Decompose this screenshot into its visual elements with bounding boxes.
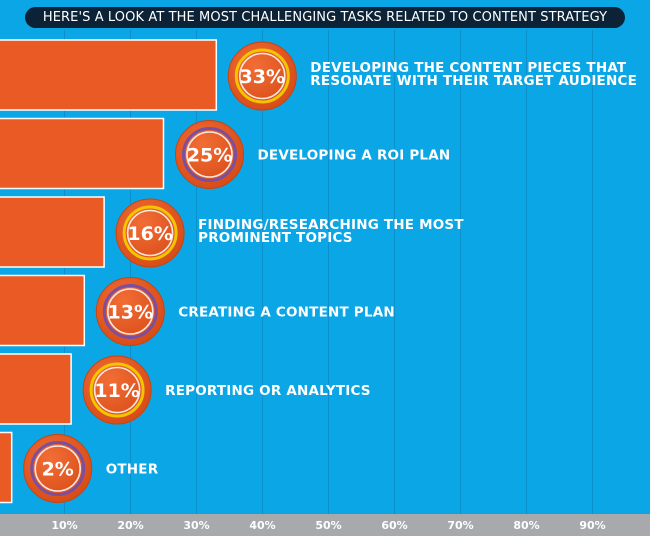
value-badge-ring bbox=[102, 284, 158, 339]
x-tick-label: 50% bbox=[315, 519, 341, 532]
category-label: CREATING A CONTENT PLAN bbox=[178, 305, 395, 321]
category-label: PROMINENT TOPICS bbox=[198, 230, 353, 246]
value-badge-inner-ring bbox=[186, 131, 233, 178]
category-label: DEVELOPING THE CONTENT PIECES THAT bbox=[310, 60, 627, 76]
value-badge bbox=[175, 120, 244, 189]
x-tick-label: 10% bbox=[51, 519, 77, 532]
bar bbox=[0, 196, 105, 268]
value-label: 13% bbox=[108, 302, 153, 324]
category-label: RESONATE WITH THEIR TARGET AUDIENCE bbox=[310, 73, 637, 89]
value-badge-ring bbox=[234, 48, 290, 104]
value-label: 16% bbox=[127, 223, 172, 245]
value-badge-inner-ring bbox=[34, 445, 82, 492]
value-label: 33% bbox=[240, 66, 285, 88]
x-tick-label: 40% bbox=[249, 519, 275, 532]
category-label: DEVELOPING A ROI PLAN bbox=[258, 148, 451, 164]
value-label: 2% bbox=[42, 459, 74, 481]
x-axis: 10% 20% 30% 40% 50% 60% 70% 80% 90% bbox=[0, 514, 650, 536]
x-tick-label: 60% bbox=[381, 519, 407, 532]
x-tick-label: 80% bbox=[513, 519, 539, 532]
bar bbox=[0, 431, 13, 504]
category-label: REPORTING OR ANALYTICS bbox=[165, 383, 371, 399]
value-badge bbox=[82, 355, 152, 425]
value-badge-inner-ring bbox=[238, 52, 286, 100]
category-label: OTHER bbox=[106, 462, 159, 478]
value-label: 11% bbox=[94, 380, 139, 402]
x-tick-label: 90% bbox=[579, 519, 605, 532]
bars: 33% DEVELOPING THE CONTENT PIECES THATRES… bbox=[0, 39, 637, 504]
value-badge bbox=[227, 41, 297, 111]
chart-title: HERE'S A LOOK AT THE MOST CHALLENGING TA… bbox=[25, 7, 625, 28]
value-badge-ring bbox=[122, 205, 178, 261]
bar bbox=[0, 117, 165, 190]
x-tick-label: 70% bbox=[447, 519, 473, 532]
value-badge bbox=[23, 434, 93, 503]
value-badge-inner-ring bbox=[126, 209, 174, 257]
value-badge-ring bbox=[89, 362, 145, 418]
x-axis-band bbox=[0, 514, 650, 536]
value-badge-inner-ring bbox=[107, 288, 154, 335]
value-badge bbox=[115, 198, 185, 268]
bar bbox=[0, 353, 72, 425]
x-tick-label: 30% bbox=[183, 519, 209, 532]
value-label: 25% bbox=[187, 145, 232, 167]
bar bbox=[0, 39, 218, 111]
value-badge bbox=[95, 277, 165, 346]
x-tick-label: 20% bbox=[117, 519, 143, 532]
value-badge-inner-ring bbox=[93, 366, 141, 414]
value-badge-ring bbox=[182, 127, 237, 182]
value-badge-ring bbox=[30, 441, 86, 496]
category-label: FINDING/RESEARCHING THE MOST bbox=[198, 217, 464, 233]
bar bbox=[0, 274, 86, 347]
